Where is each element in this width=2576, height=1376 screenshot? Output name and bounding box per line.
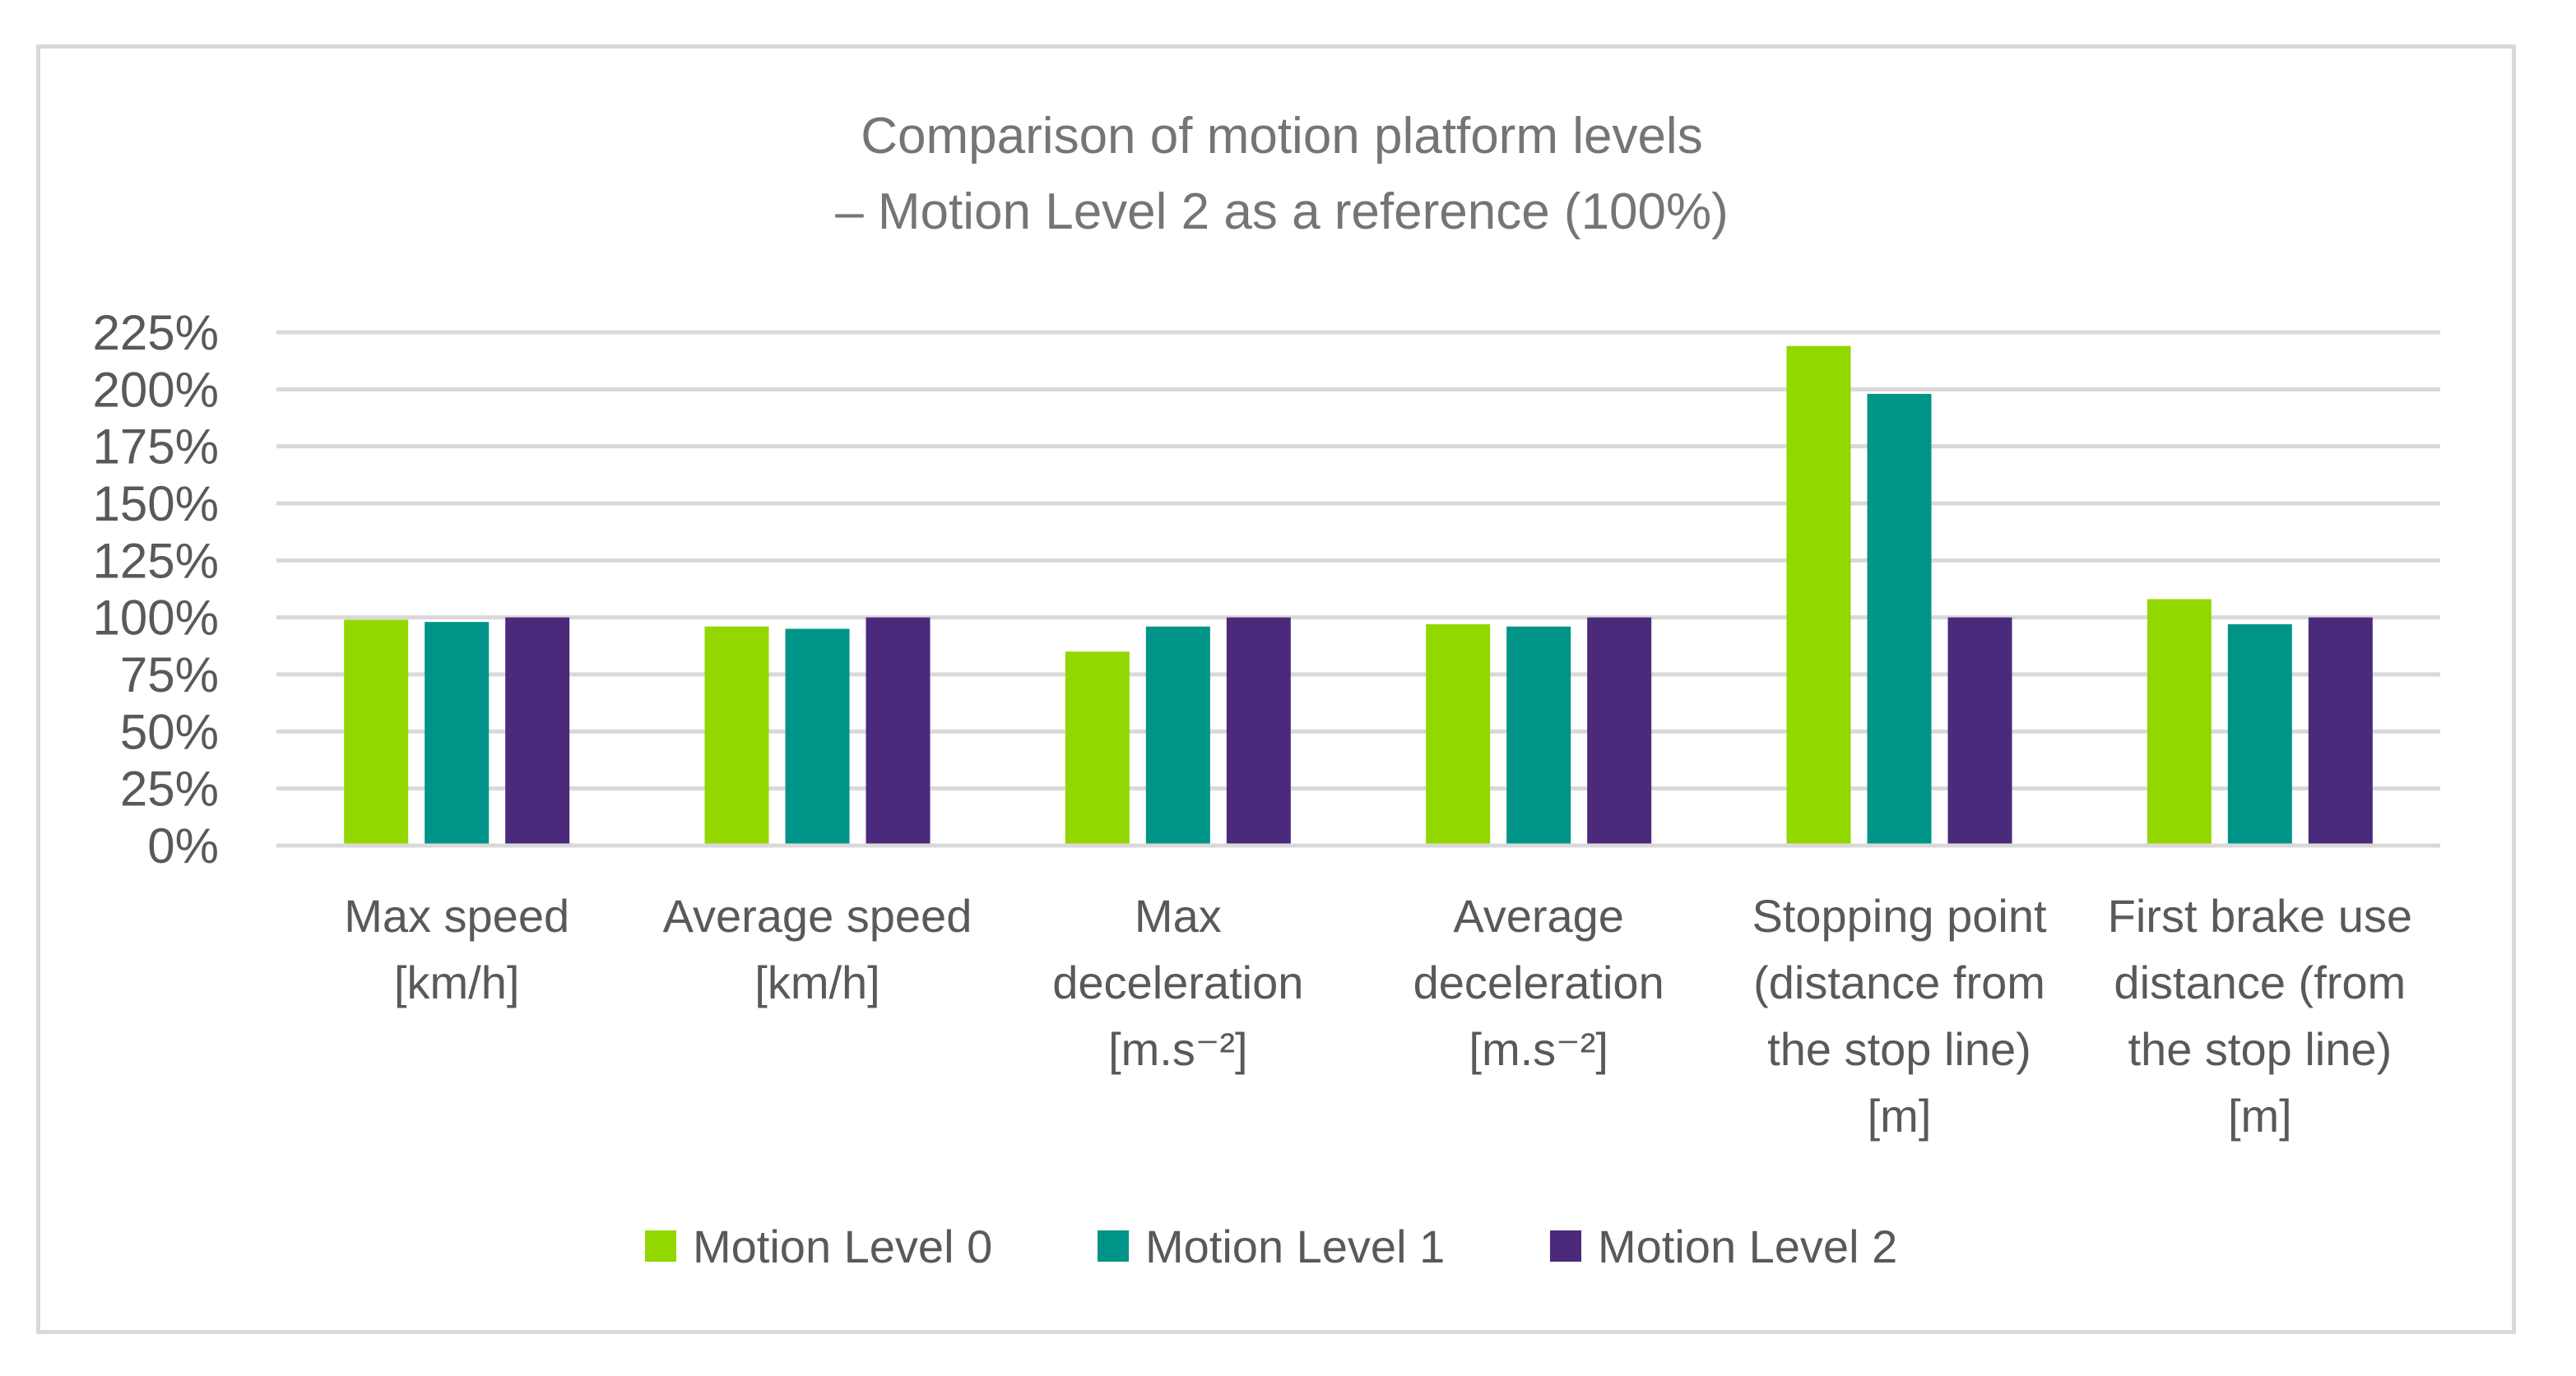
x-category-label: [km/h]: [754, 957, 880, 1008]
y-tick-label: 175%: [93, 419, 219, 475]
bars: [344, 345, 2373, 846]
x-category-label: Average: [1453, 890, 1624, 942]
x-category-label: the stop line): [1767, 1023, 2031, 1075]
x-axis-categories: Max speed [km/h] Average speed [km/h] Max dec…: [344, 890, 2412, 1142]
y-tick-label: 0%: [147, 818, 219, 873]
x-category-label: [m.s⁻²]: [1469, 1023, 1608, 1075]
bar-motion-level-2-cat-5: [2308, 617, 2373, 846]
legend-label-0: Motion Level 0: [693, 1221, 992, 1272]
x-category-label: [km/h]: [394, 957, 519, 1008]
chart-title: Comparison of motion platform levels – Mo…: [835, 108, 1729, 240]
x-category-label: First brake use: [2108, 890, 2412, 942]
legend-swatch-1: [1098, 1230, 1129, 1262]
legend: Motion Level 0 Motion Level 1 Motion Level…: [645, 1221, 1897, 1272]
x-category-label: deceleration: [1413, 957, 1664, 1008]
bar-motion-level-0-cat-1: [704, 626, 769, 846]
x-category-label: distance (from: [2114, 957, 2406, 1008]
x-category-label: [m.s⁻²]: [1108, 1023, 1248, 1075]
x-category-label: [m]: [2228, 1090, 2292, 1142]
x-category-label: Average speed: [663, 890, 972, 942]
x-category-label: Stopping point: [1752, 890, 2047, 942]
bar-motion-level-2-cat-1: [866, 617, 931, 846]
y-tick-label: 125%: [93, 533, 219, 588]
x-category-label: Max speed: [344, 890, 569, 942]
bar-motion-level-1-cat-1: [785, 628, 850, 846]
y-tick-label: 225%: [93, 305, 219, 360]
x-category-label: the stop line): [2128, 1023, 2393, 1075]
bar-motion-level-2-cat-3: [1587, 617, 1652, 846]
x-category-label: (distance from: [1753, 957, 2045, 1008]
legend-label-1: Motion Level 1: [1145, 1221, 1445, 1272]
x-category-label: deceleration: [1052, 957, 1303, 1008]
x-category-label: Max: [1135, 890, 1222, 942]
y-tick-label: 150%: [93, 476, 219, 531]
bar-motion-level-1-cat-0: [425, 622, 490, 846]
bar-motion-level-1-cat-2: [1145, 626, 1210, 846]
y-axis-ticks: 0%25%50%75%100%125%150%175%200%225%: [93, 305, 219, 873]
bar-motion-level-0-cat-2: [1065, 651, 1130, 846]
bar-motion-level-1-cat-5: [2227, 623, 2292, 846]
x-category-label: [m]: [1868, 1090, 1932, 1142]
chart-title-line-1: – Motion Level 2 as a reference (100%): [835, 183, 1729, 240]
bar-motion-level-1-cat-3: [1506, 626, 1571, 846]
bar-motion-level-2-cat-4: [1947, 617, 2012, 846]
bar-motion-level-2-cat-2: [1226, 617, 1291, 846]
legend-label-2: Motion Level 2: [1598, 1221, 1897, 1272]
bar-motion-level-2-cat-0: [505, 617, 570, 846]
legend-swatch-2: [1550, 1230, 1581, 1262]
bar-motion-level-1-cat-4: [1867, 393, 1932, 846]
gridlines: [276, 330, 2440, 791]
y-tick-label: 25%: [120, 762, 219, 817]
y-tick-label: 75%: [120, 647, 219, 702]
y-tick-label: 50%: [120, 704, 219, 759]
legend-swatch-0: [645, 1230, 676, 1262]
bar-motion-level-0-cat-3: [1426, 623, 1491, 846]
bar-motion-level-0-cat-5: [2147, 599, 2212, 846]
y-tick-label: 100%: [93, 591, 219, 646]
chart-title-line-0: Comparison of motion platform levels: [861, 108, 1702, 164]
y-tick-label: 200%: [93, 362, 219, 417]
bar-motion-level-0-cat-0: [344, 619, 409, 846]
bar-motion-level-0-cat-4: [1786, 345, 1851, 846]
